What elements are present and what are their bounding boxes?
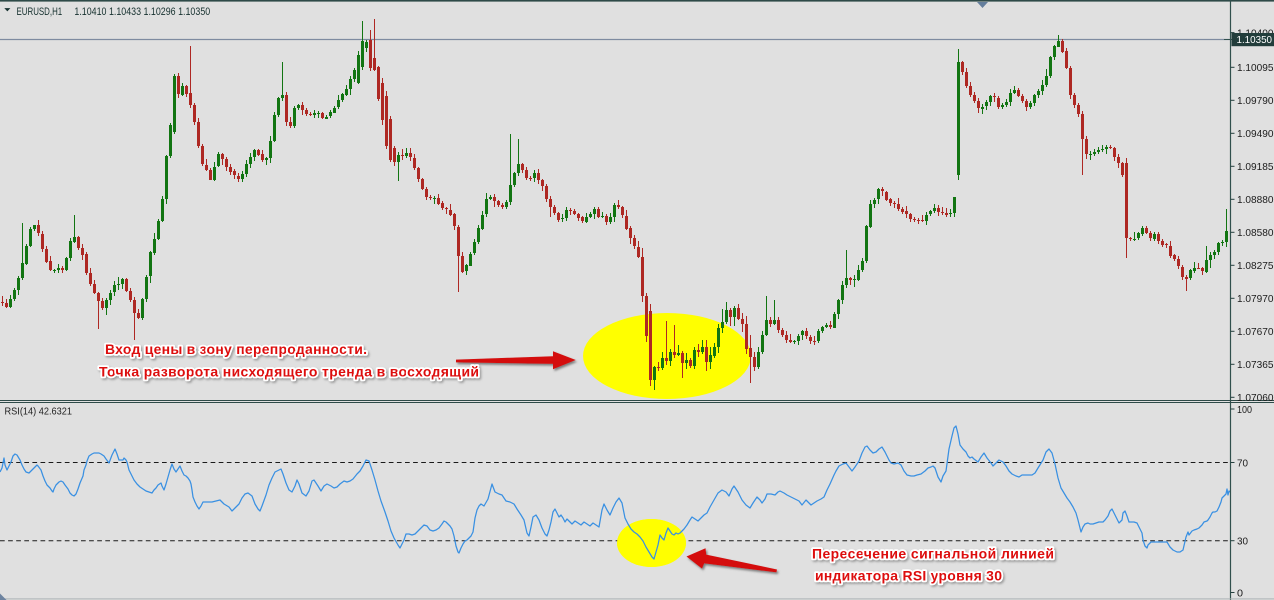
svg-text:Пересечение сигнальной линией: Пересечение сигнальной линией (812, 546, 1054, 562)
svg-text:1.09490: 1.09490 (1237, 128, 1274, 140)
svg-text:RSI(14) 42.6321: RSI(14) 42.6321 (5, 405, 73, 417)
svg-text:Вход цены в зону перепроданнос: Вход цены в зону перепроданности. (105, 341, 367, 357)
svg-text:1.08275: 1.08275 (1237, 260, 1274, 272)
svg-text:1.10350: 1.10350 (1237, 34, 1273, 46)
svg-text:0: 0 (1237, 587, 1243, 599)
svg-text:1.08580: 1.08580 (1237, 227, 1274, 239)
svg-text:1.07365: 1.07365 (1237, 359, 1274, 371)
svg-text:70: 70 (1237, 457, 1248, 469)
svg-text:индикатора RSI уровня 30: индикатора RSI уровня 30 (815, 568, 1002, 584)
svg-text:30: 30 (1237, 536, 1248, 548)
svg-text:EURUSD,H1: EURUSD,H1 (17, 6, 63, 18)
svg-text:1.10095: 1.10095 (1237, 62, 1274, 74)
svg-text:1.07970: 1.07970 (1237, 293, 1274, 305)
svg-text:1.07670: 1.07670 (1237, 326, 1274, 338)
svg-text:1.07060: 1.07060 (1237, 392, 1274, 404)
svg-text:Точка разворота нисходящего тр: Точка разворота нисходящего тренда в вос… (99, 364, 479, 380)
svg-text:1.09790: 1.09790 (1237, 95, 1274, 107)
svg-text:1.08880: 1.08880 (1237, 194, 1274, 206)
svg-text:1.09185: 1.09185 (1237, 161, 1274, 173)
svg-text:1.10410 1.10433 1.10296 1.1035: 1.10410 1.10433 1.10296 1.10350 (74, 6, 210, 18)
svg-text:100: 100 (1237, 404, 1252, 416)
